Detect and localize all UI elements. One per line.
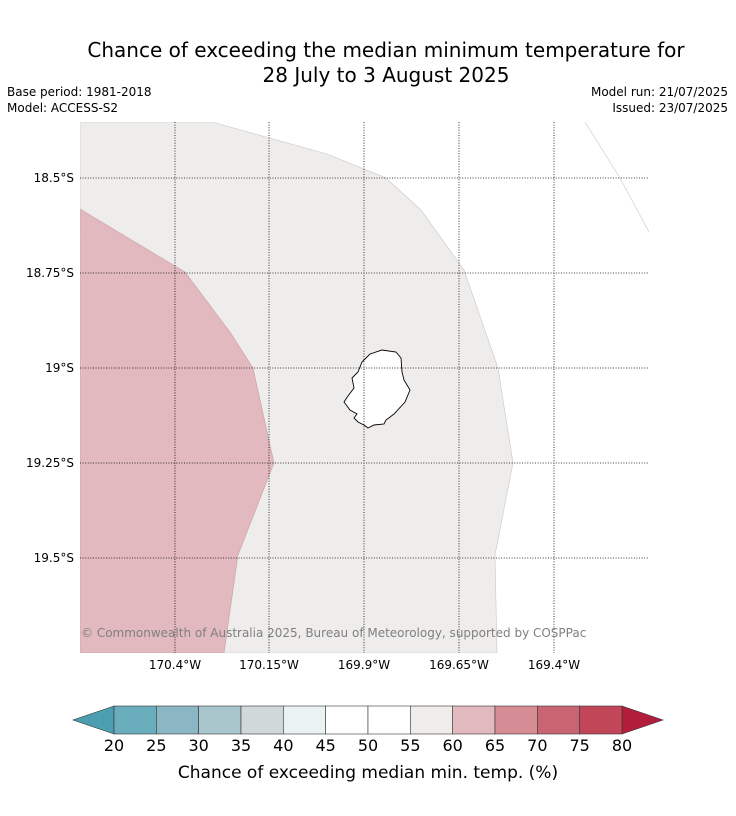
colorbar-segment	[367, 705, 411, 735]
colorbar-segment	[452, 705, 496, 735]
meta-left: Base period: 1981-2018 Model: ACCESS-S2	[7, 84, 152, 116]
lon-label-169-4: 169.4°W	[528, 658, 580, 672]
base-period: Base period: 1981-2018	[7, 85, 152, 99]
lon-label-169-9: 169.9°W	[338, 658, 390, 672]
colorbar-segment	[325, 705, 369, 735]
title-line-2: 28 July to 3 August 2025	[262, 63, 510, 87]
colorbar-tick-label: 50	[358, 736, 378, 755]
colorbar-segment	[579, 705, 623, 735]
island-outline	[343, 349, 411, 429]
colorbar-tick-label: 40	[273, 736, 293, 755]
lon-label-170-4: 170.4°W	[149, 658, 201, 672]
lat-labels: 18.5°S 18.75°S 19°S 19.25°S 19.5°S	[26, 171, 74, 565]
colorbar-segment	[198, 705, 242, 735]
lat-label-18-75: 18.75°S	[26, 266, 74, 280]
lon-labels: 170.4°W 170.15°W 169.9°W 169.65°W 169.4°…	[149, 658, 580, 672]
colorbar-tick-label: 70	[527, 736, 547, 755]
colorbar-tick-label: 60	[442, 736, 462, 755]
colorbar-segment	[494, 705, 538, 735]
lat-label-18-5: 18.5°S	[34, 171, 74, 185]
colorbar-segment	[410, 705, 453, 735]
model-name: Model: ACCESS-S2	[7, 101, 119, 115]
lon-label-169-65: 169.65°W	[429, 658, 489, 672]
colorbar-segment	[240, 705, 284, 735]
ne-boundary-line	[584, 122, 649, 233]
map-area: © Commonwealth of Australia 2025, Bureau…	[80, 122, 649, 653]
colorbar-over-arrow	[621, 705, 664, 735]
model-run: Model run: 21/07/2025	[590, 85, 728, 99]
colorbar-tick-label: 45	[315, 736, 335, 755]
colorbar-tick-label: 55	[400, 736, 420, 755]
colorbar-tick-label: 65	[485, 736, 505, 755]
colorbar-tick-label: 75	[569, 736, 589, 755]
colorbar: 20 25 30 35 40 45 50 55 60 65 70 75 80	[72, 705, 664, 755]
colorbar-tick-label: 35	[231, 736, 251, 755]
colorbar-segment	[156, 705, 199, 735]
graticule	[80, 122, 649, 653]
region-60-65	[80, 208, 275, 653]
title-line-1: Chance of exceeding the median minimum t…	[87, 38, 685, 62]
colorbar-label: Chance of exceeding median min. temp. (%…	[177, 763, 559, 783]
colorbar-tick-label: 25	[146, 736, 166, 755]
colorbar-tick-label: 80	[612, 736, 632, 755]
colorbar-segment	[283, 705, 326, 735]
lat-label-19-5: 19.5°S	[34, 551, 74, 565]
map-title: Chance of exceeding the median minimum t…	[0, 38, 736, 88]
lat-label-19-25: 19.25°S	[26, 456, 74, 470]
lat-label-19: 19°S	[45, 361, 74, 375]
colorbar-tick-label: 30	[188, 736, 208, 755]
copyright-text: © Commonwealth of Australia 2025, Bureau…	[81, 626, 586, 640]
colorbar-under-arrow	[72, 705, 115, 735]
meta-right: Model run: 21/07/2025 Issued: 23/07/2025	[591, 84, 728, 116]
colorbar-tick-label: 20	[104, 736, 124, 755]
issued-date: Issued: 23/07/2025	[612, 101, 728, 115]
colorbar-segment	[113, 705, 157, 735]
lon-label-170-15: 170.15°W	[239, 658, 299, 672]
colorbar-segment	[537, 705, 580, 735]
